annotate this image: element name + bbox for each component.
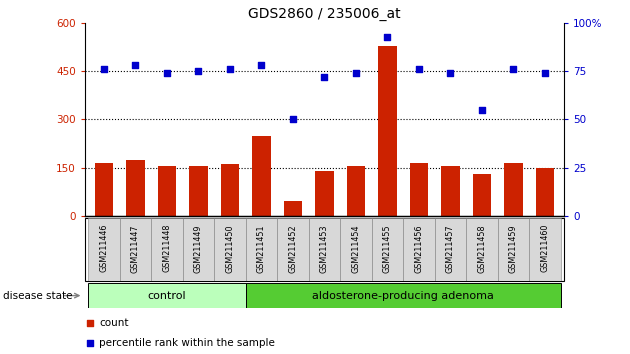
Bar (466, 218, 498, 281)
Bar (151, 218, 183, 281)
Bar (246, 283, 561, 308)
Bar (529, 218, 561, 281)
Bar (126, 160, 145, 216)
Point (477, 107, 487, 113)
Bar (94, 163, 113, 216)
Bar (378, 46, 397, 216)
Bar (315, 171, 334, 216)
Text: aldosterone-producing adenoma: aldosterone-producing adenoma (312, 291, 494, 301)
Bar (403, 218, 435, 281)
Text: percentile rank within the sample: percentile rank within the sample (100, 338, 275, 348)
Point (130, 63, 140, 68)
Text: GSM211455: GSM211455 (383, 224, 392, 273)
Text: GSM211460: GSM211460 (541, 224, 549, 273)
Bar (346, 166, 365, 216)
Bar (183, 218, 214, 281)
Text: control: control (147, 291, 186, 301)
Text: GSM211449: GSM211449 (194, 224, 203, 273)
Bar (252, 136, 271, 216)
Bar (472, 174, 491, 216)
Text: GSM211457: GSM211457 (446, 224, 455, 273)
Bar (158, 166, 176, 216)
Point (162, 70, 172, 76)
Point (225, 67, 235, 72)
Text: GSM211450: GSM211450 (226, 224, 234, 273)
Point (99, 67, 109, 72)
Text: disease state: disease state (3, 291, 72, 301)
Text: GSM211446: GSM211446 (100, 224, 108, 273)
Bar (340, 218, 372, 281)
Bar (504, 163, 523, 216)
Bar (88, 218, 120, 281)
Point (382, 34, 392, 39)
Bar (410, 163, 428, 216)
Point (193, 68, 203, 74)
Bar (284, 201, 302, 216)
Bar (120, 218, 151, 281)
Point (540, 70, 550, 76)
Text: GSM211453: GSM211453 (320, 224, 329, 273)
Bar (309, 218, 340, 281)
Bar (214, 218, 246, 281)
Point (445, 70, 455, 76)
Bar (88, 283, 246, 308)
Text: GSM211459: GSM211459 (509, 224, 518, 273)
Point (508, 67, 518, 72)
Bar (435, 218, 466, 281)
Bar (498, 218, 529, 281)
Point (414, 67, 424, 72)
Bar (220, 165, 239, 216)
Point (288, 116, 298, 122)
Text: GSM211451: GSM211451 (257, 224, 266, 273)
Bar (536, 168, 554, 216)
Bar (277, 218, 309, 281)
Text: GSM211447: GSM211447 (131, 224, 140, 273)
Text: GSM211448: GSM211448 (163, 224, 171, 273)
Bar (372, 218, 403, 281)
Title: GDS2860 / 235006_at: GDS2860 / 235006_at (248, 7, 401, 21)
Bar (189, 166, 208, 216)
Text: GSM211456: GSM211456 (415, 224, 423, 273)
Point (85, 341, 95, 346)
Point (256, 63, 266, 68)
Text: GSM211452: GSM211452 (289, 224, 297, 273)
Point (351, 70, 361, 76)
Text: GSM211454: GSM211454 (352, 224, 360, 273)
Bar (441, 166, 460, 216)
Text: count: count (100, 318, 129, 329)
Point (319, 74, 329, 80)
Point (85, 321, 95, 326)
Bar (246, 218, 277, 281)
Text: GSM211458: GSM211458 (478, 224, 486, 273)
